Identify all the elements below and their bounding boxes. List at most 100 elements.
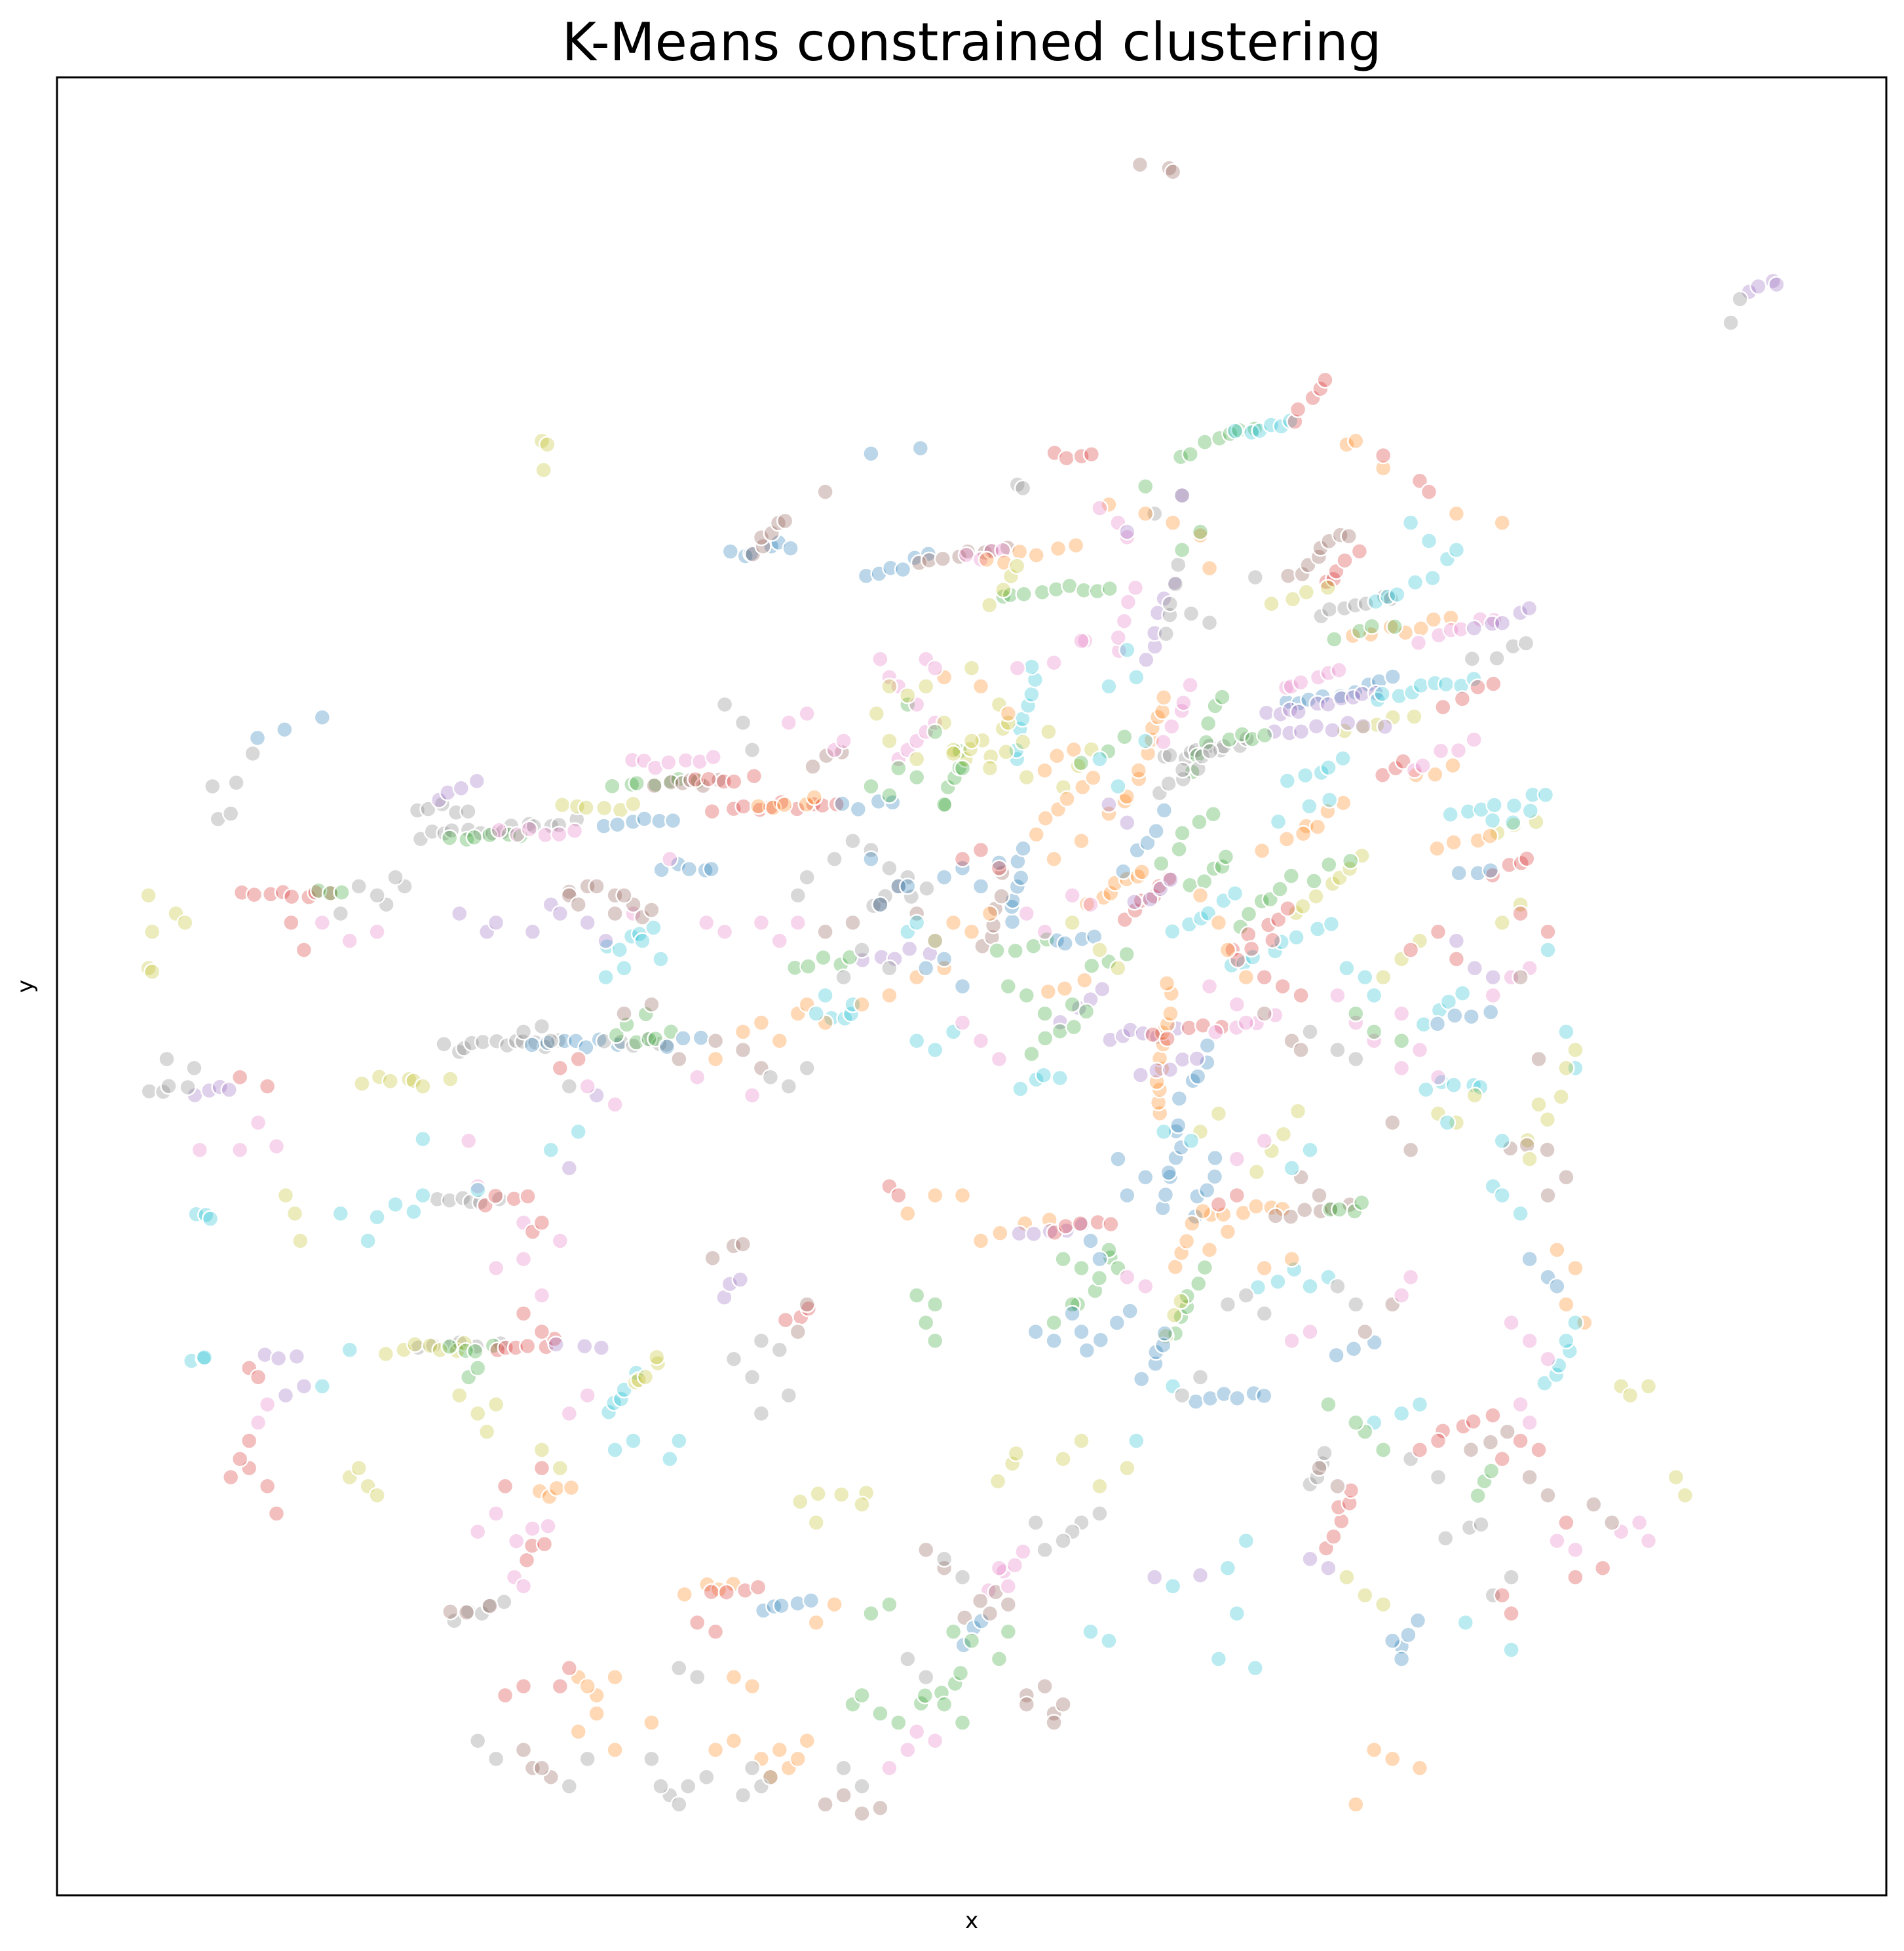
- data-point-olive: [1109, 959, 1127, 977]
- data-point-brown: [643, 901, 660, 919]
- data-point-orange: [826, 1595, 843, 1613]
- data-point-orange: [1191, 887, 1209, 904]
- data-point-green: [999, 1623, 1018, 1641]
- data-point-green: [457, 1342, 475, 1360]
- data-point-green: [1033, 583, 1051, 601]
- data-point-gray: [835, 1759, 852, 1777]
- data-point-purple: [1289, 703, 1307, 721]
- data-point-purple: [200, 1081, 218, 1100]
- data-point-olive: [1073, 1432, 1090, 1450]
- data-point-blue: [849, 800, 867, 819]
- data-point-gray: [1091, 1505, 1109, 1522]
- data-point-orange: [588, 1705, 605, 1722]
- data-point-cyan: [1505, 797, 1523, 815]
- data-point-blue: [1156, 1324, 1174, 1342]
- data-point-blue: [1139, 834, 1156, 852]
- data-point-blue: [935, 950, 953, 968]
- data-point-cyan: [1128, 1432, 1145, 1450]
- data-point-green: [1018, 986, 1036, 1005]
- data-point-orange: [899, 1205, 917, 1223]
- data-point-purple: [439, 784, 457, 802]
- data-point-cyan: [1128, 668, 1145, 686]
- data-point-red: [1180, 1019, 1198, 1037]
- data-point-brown: [1340, 527, 1358, 545]
- data-point-olive: [962, 732, 981, 750]
- data-point-orange: [1200, 1241, 1219, 1259]
- data-point-red: [1429, 923, 1447, 941]
- data-point-cyan: [1437, 675, 1455, 693]
- data-point-purple: [256, 1345, 274, 1364]
- data-point-olive: [995, 581, 1012, 599]
- data-point-brown: [1462, 1440, 1480, 1459]
- data-point-pink: [1452, 620, 1470, 638]
- data-point-pink: [1200, 977, 1219, 995]
- data-point-gray: [1320, 600, 1339, 619]
- data-point-gray: [1502, 1568, 1520, 1586]
- data-point-cyan: [387, 1195, 404, 1214]
- data-point-gray: [1484, 1587, 1502, 1604]
- data-point-olive: [1567, 1041, 1584, 1059]
- data-point-brown: [670, 1050, 688, 1068]
- data-point-red: [282, 887, 301, 906]
- data-point-blue: [1092, 1331, 1110, 1349]
- data-point-cyan: [1301, 1277, 1319, 1295]
- data-point-green: [881, 786, 898, 804]
- data-point-purple: [1301, 1550, 1319, 1568]
- data-point-orange: [1100, 805, 1118, 822]
- data-point-green: [468, 1359, 487, 1377]
- data-point-blue: [1399, 1626, 1417, 1644]
- data-point-olive: [1165, 1306, 1183, 1324]
- data-point-green: [1063, 995, 1081, 1013]
- data-point-red: [703, 802, 721, 821]
- data-point-blue: [899, 878, 917, 895]
- data-point-green: [465, 828, 484, 847]
- data-point-orange: [995, 554, 1014, 571]
- data-point-purple: [1126, 893, 1143, 911]
- data-point-olive: [907, 750, 926, 768]
- data-point-red: [745, 767, 763, 785]
- data-point-olive: [405, 1072, 423, 1090]
- data-point-orange: [1412, 619, 1430, 638]
- data-point-blue: [1469, 864, 1487, 882]
- data-point-green: [640, 1030, 658, 1048]
- data-point-gray: [743, 1368, 761, 1386]
- data-point-pink: [1432, 742, 1450, 760]
- data-point-cyan: [1459, 803, 1477, 821]
- data-point-blue: [1481, 861, 1500, 879]
- data-point-cyan: [414, 1186, 432, 1205]
- data-point-brown: [816, 923, 834, 941]
- data-point-blue: [1078, 1342, 1096, 1359]
- y-axis-label: y: [12, 980, 39, 993]
- data-point-olive: [1519, 1131, 1536, 1149]
- data-point-gray: [204, 777, 221, 796]
- data-point-gray: [1182, 605, 1200, 623]
- data-point-orange: [1149, 1094, 1168, 1111]
- data-point-green: [1075, 581, 1093, 599]
- data-point-blue: [881, 559, 900, 577]
- data-point-gray: [953, 1568, 972, 1586]
- data-point-pink: [1449, 741, 1468, 760]
- data-point-pink: [677, 752, 695, 769]
- data-point-green: [907, 1286, 926, 1304]
- data-point-pink: [1409, 634, 1428, 652]
- data-point-green: [1173, 824, 1191, 842]
- data-point-purple: [721, 1275, 739, 1293]
- data-point-red: [486, 1187, 505, 1205]
- data-point-cyan: [1209, 1650, 1228, 1668]
- data-point-red: [736, 1581, 754, 1600]
- data-point-gray: [743, 1759, 761, 1777]
- data-point-brown: [752, 528, 771, 547]
- data-point-orange: [1100, 495, 1118, 514]
- data-point-cyan: [1228, 1604, 1246, 1623]
- data-point-blue: [1384, 668, 1401, 686]
- data-point-red: [282, 914, 300, 932]
- data-point-blue: [1167, 1149, 1185, 1167]
- data-point-gray: [935, 1550, 953, 1568]
- data-point-green: [890, 1714, 907, 1731]
- data-point-pink: [539, 1517, 557, 1535]
- data-point-brown: [853, 1804, 871, 1823]
- data-point-cyan: [1182, 1132, 1200, 1150]
- data-point-orange: [548, 1479, 565, 1497]
- data-point-orange: [1215, 1205, 1232, 1224]
- data-point-cyan: [1504, 813, 1522, 832]
